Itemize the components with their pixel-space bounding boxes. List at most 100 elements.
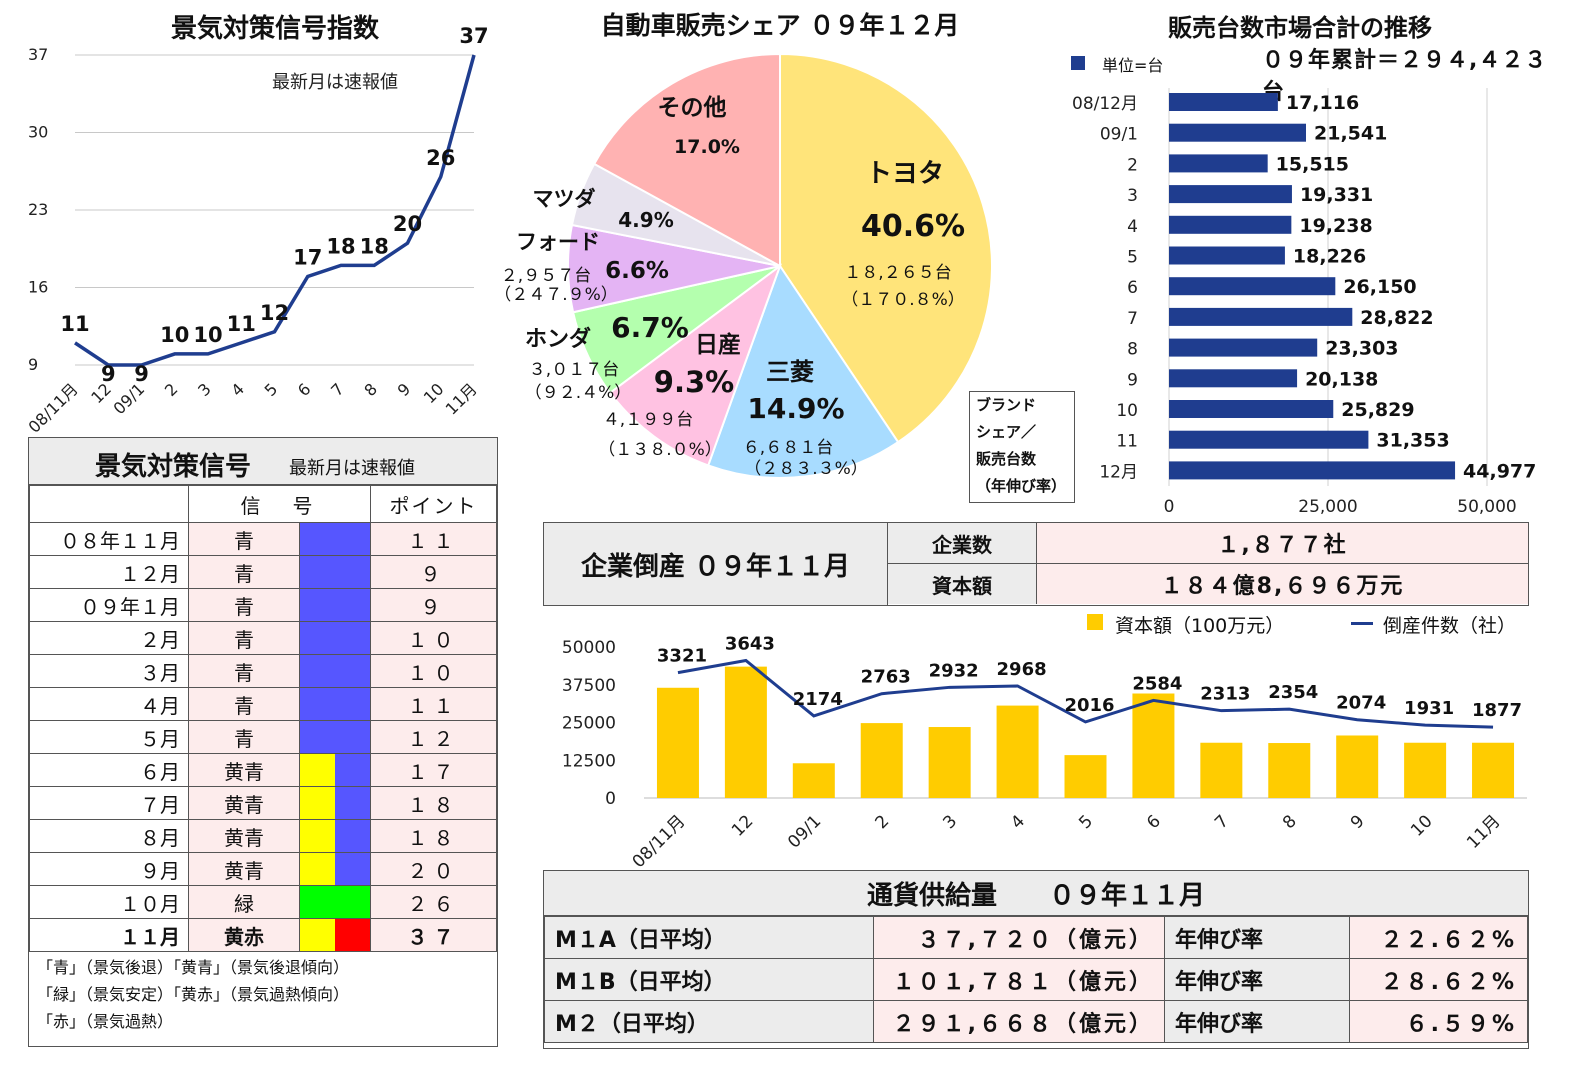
pie-slice bbox=[608, 263, 783, 467]
data-label: 3643 bbox=[725, 633, 775, 654]
slice-name-label: マツダ bbox=[533, 187, 596, 211]
bar bbox=[1169, 369, 1298, 388]
money-item-rate: ２８.６２% bbox=[1349, 958, 1528, 1001]
data-label: 11 bbox=[227, 312, 256, 336]
signal-table-header-row: 信 号 ポイント bbox=[29, 485, 497, 523]
data-label: 2968 bbox=[997, 659, 1047, 680]
capital-legend-label: 資本額（100万元） bbox=[1115, 615, 1285, 637]
signal-index-chart: 9162330371108/11月912909/1102103114125176… bbox=[24, 24, 488, 437]
bar bbox=[1169, 400, 1334, 418]
signal-color-block bbox=[300, 787, 335, 819]
money-supply-title: 通貨供給量 ０９年１１月 bbox=[544, 871, 1528, 916]
money-supply-row: M１A（日平均） ３７,７２０（億元） 年伸び率 ２２.６２% bbox=[544, 916, 1528, 959]
slice-name-label: ホンダ bbox=[525, 326, 591, 352]
money-supply-row: M２（日平均） ２９１,６６８（億元） 年伸び率 ６.５９% bbox=[544, 1000, 1528, 1043]
y-tick-label: 6 bbox=[1127, 278, 1138, 298]
sales-totals-bar-chart: 0 25,000 50,000 17,116 08/12月 21,541 09/1 15,51… bbox=[1072, 88, 1536, 517]
signal-name: 青 bbox=[188, 720, 300, 754]
y-tick-label: 23 bbox=[28, 200, 48, 219]
money-supply-table: M１A（日平均） ３７,７２０（億元） 年伸び率 ２２.６２% M１B（日平均）… bbox=[544, 916, 1528, 1043]
money-item-rate-label: 年伸び率 bbox=[1164, 1000, 1350, 1043]
signal-month: ０９年１月 bbox=[29, 588, 189, 622]
signal-swatch bbox=[300, 919, 370, 951]
signal-points: １１ bbox=[370, 522, 497, 556]
money-item-rate: ２２.６２% bbox=[1349, 916, 1528, 959]
bar-value-label: 31,353 bbox=[1376, 430, 1449, 452]
data-label: 1931 bbox=[1404, 698, 1454, 719]
company-count-label: 企業数 bbox=[888, 523, 1037, 564]
signal-swatch-cell bbox=[299, 852, 371, 886]
brand-note-line: ブランド bbox=[976, 396, 1037, 414]
signal-color-block bbox=[335, 853, 370, 885]
signal-name: 緑 bbox=[188, 885, 300, 919]
header-cell-points: ポイント bbox=[370, 485, 497, 523]
signal-color-block bbox=[335, 754, 370, 786]
y-tick-label: 50000 bbox=[562, 638, 616, 658]
money-item-rate: ６.５９% bbox=[1349, 1000, 1528, 1043]
slice-percent-label: 40.6% bbox=[861, 209, 965, 244]
data-label: 9 bbox=[101, 362, 116, 386]
signal-swatch bbox=[300, 622, 370, 654]
money-item-rate-label: 年伸び率 bbox=[1164, 916, 1350, 959]
signal-points: １２ bbox=[370, 720, 497, 754]
signal-row: １１月 黄赤 ３７ bbox=[29, 918, 497, 952]
signal-color-block bbox=[300, 919, 335, 951]
y-tick-label: 0 bbox=[605, 789, 616, 809]
slice-name-label: その他 bbox=[658, 95, 727, 121]
signal-swatch-cell bbox=[299, 720, 371, 754]
unit-legend-label: 単位=台 bbox=[1102, 56, 1164, 75]
signal-month: １０月 bbox=[29, 885, 189, 919]
data-label: 1877 bbox=[1472, 700, 1522, 721]
bar bbox=[1169, 93, 1278, 111]
series-line bbox=[74, 54, 476, 367]
slice-percent-label: 14.9% bbox=[747, 392, 844, 425]
signal-legend-line: 「緑」（景気安定）「黄赤」（景気過熱傾向） bbox=[37, 985, 350, 1004]
signal-month: ３月 bbox=[29, 654, 189, 688]
y-tick-label: 7 bbox=[1127, 309, 1138, 329]
bankruptcy-combo-chart: 0 12500 25000 37500 50000 08/11月 12 09/1 2 3 4 5 6 7 8… bbox=[562, 633, 1527, 872]
data-label: 12 bbox=[260, 301, 289, 325]
y-tick-label: 4 bbox=[1127, 217, 1138, 237]
x-tick-label: 25,000 bbox=[1298, 497, 1357, 517]
slice-percent-label: 17.0% bbox=[674, 136, 740, 158]
brand-note-line: シェア／ bbox=[976, 423, 1037, 441]
data-label: 11 bbox=[60, 312, 89, 336]
y-tick-label: 12月 bbox=[1099, 462, 1138, 482]
bar-value-label: 28,822 bbox=[1360, 307, 1433, 329]
signal-color-block bbox=[300, 820, 335, 852]
signal-month: ５月 bbox=[29, 720, 189, 754]
slice-growth-label: （９２.４%） bbox=[525, 383, 632, 403]
signal-legend: 「青」（景気後退）「黄青」（景気後退傾向） 「緑」（景気安定）「黄赤」（景気過熱… bbox=[37, 954, 349, 1035]
signal-table-header: 景気対策信号 最新月は速報値 bbox=[29, 438, 497, 485]
signal-row: ５月青 １２ bbox=[29, 720, 497, 754]
signal-color-block bbox=[300, 523, 370, 555]
slice-growth-label: （２８３.３%） bbox=[744, 459, 868, 479]
signal-color-block bbox=[300, 688, 370, 720]
y-tick-label: 30 bbox=[28, 123, 48, 142]
signal-color-block bbox=[335, 919, 370, 951]
signal-points: １８ bbox=[370, 819, 497, 853]
x-tick-label: 6 bbox=[1143, 811, 1165, 833]
signal-month: ７月 bbox=[29, 786, 189, 820]
signal-month: ８月 bbox=[29, 819, 189, 853]
signal-name: 青 bbox=[188, 621, 300, 655]
bar bbox=[1169, 246, 1285, 265]
signal-points: ３７ bbox=[370, 918, 497, 952]
slice-growth-label: （１３８.０%） bbox=[598, 440, 722, 460]
bar bbox=[1132, 693, 1175, 798]
signal-points: １１ bbox=[370, 687, 497, 721]
slice-units-label: ６,６８１台 bbox=[743, 438, 833, 458]
data-label: 2354 bbox=[1268, 682, 1318, 703]
x-tick-label: 7 bbox=[1211, 811, 1233, 833]
signal-swatch bbox=[300, 754, 370, 786]
brand-note-box: ブランド シェア／ 販売台数 （年伸び率） bbox=[969, 391, 1075, 503]
signal-color-block bbox=[300, 589, 370, 621]
capital-legend-swatch bbox=[1087, 614, 1103, 630]
signal-row: ０８年１１月青 １１ bbox=[29, 522, 497, 556]
data-label: 18 bbox=[326, 234, 355, 258]
signal-swatch bbox=[300, 688, 370, 720]
data-label: 2584 bbox=[1132, 673, 1182, 694]
signal-month: ２月 bbox=[29, 621, 189, 655]
y-tick-label: 08/12月 bbox=[1072, 94, 1138, 114]
data-label: 10 bbox=[193, 323, 222, 347]
